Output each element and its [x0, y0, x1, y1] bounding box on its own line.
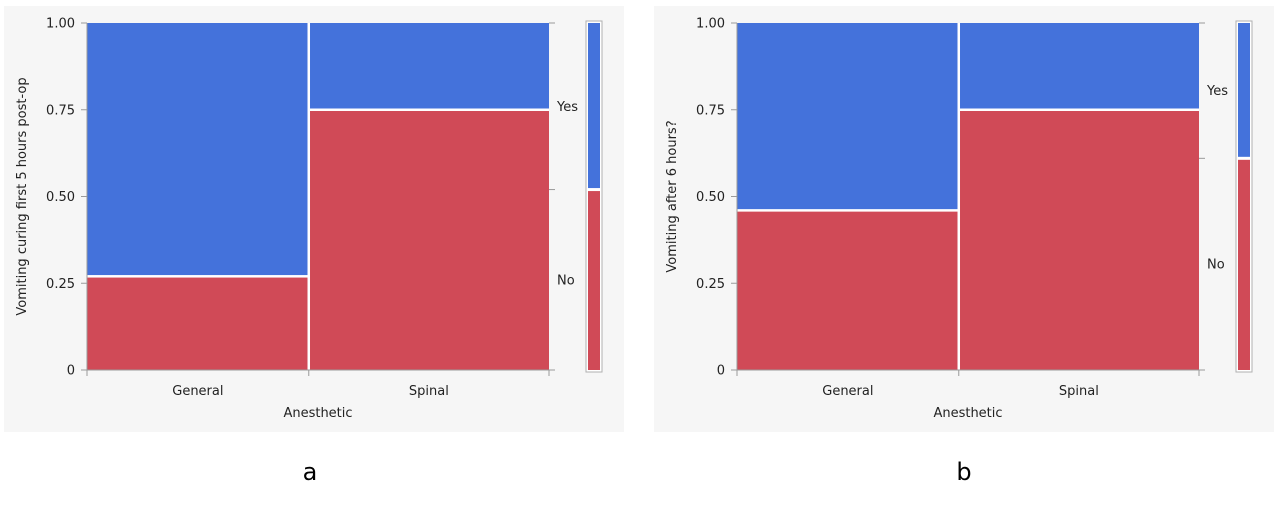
level-label-no: No — [1207, 258, 1225, 273]
mosaic-cell-general-yes — [737, 23, 958, 210]
mosaic-chart-a: General Spinal Anesthetic 0 0.25 0.50 0.75 1.00… — [4, 6, 624, 432]
x-tick-label-spinal: Spinal — [409, 384, 449, 399]
mosaic-cell-general-yes — [87, 23, 308, 276]
panel-label-a: a — [302, 458, 318, 486]
y-tick-label: 0 — [717, 364, 725, 379]
marginal-bar — [585, 20, 603, 373]
level-label-yes: Yes — [1206, 84, 1228, 99]
y-tick-label: 0.25 — [696, 277, 725, 292]
x-axis-title: Anesthetic — [933, 406, 1002, 421]
mosaic-cell-general-no — [87, 277, 308, 370]
y-tick-label: 0.50 — [696, 190, 725, 205]
right-level-axis: Yes No — [549, 22, 578, 371]
panel-label-b: b — [956, 458, 972, 486]
marginal-bar-no — [1238, 159, 1250, 370]
y-tick-label: 1.00 — [696, 17, 725, 32]
marginal-bar-yes — [588, 23, 600, 189]
x-axis-title: Anesthetic — [283, 406, 352, 421]
y-tick-label: 0.25 — [46, 277, 75, 292]
y-tick-label: 1.00 — [46, 17, 75, 32]
mosaic-cell-spinal-yes — [310, 23, 549, 109]
plot-area — [737, 23, 1199, 370]
level-label-yes: Yes — [556, 100, 578, 115]
y-axis-title: Vomiting curing first 5 hours post-op — [15, 77, 30, 315]
mosaic-cell-general-no — [737, 211, 958, 370]
y-tick-label: 0.50 — [46, 190, 75, 205]
marginal-bar-no — [588, 191, 600, 370]
plot-area — [87, 23, 549, 370]
y-axis: 0 0.25 0.50 0.75 1.00 — [696, 17, 738, 379]
x-tick-label-spinal: Spinal — [1059, 384, 1099, 399]
mosaic-cell-spinal-no — [310, 111, 549, 370]
marginal-bar-yes — [1238, 23, 1250, 157]
x-axis — [86, 369, 550, 376]
mosaic-chart-b-svg: General Spinal Anesthetic 0 0.25 0.50 0.75 1.00… — [654, 6, 1274, 432]
y-axis: 0 0.25 0.50 0.75 1.00 — [46, 17, 88, 379]
mosaic-cell-spinal-yes — [960, 23, 1199, 109]
marginal-bar — [1235, 20, 1253, 373]
y-tick-label: 0.75 — [696, 103, 725, 118]
right-level-axis: Yes No — [1199, 22, 1228, 371]
y-tick-label: 0.75 — [46, 103, 75, 118]
x-tick-label-general: General — [172, 384, 223, 399]
y-tick-label: 0 — [67, 364, 75, 379]
level-label-no: No — [557, 273, 575, 288]
x-tick-label-general: General — [822, 384, 873, 399]
y-axis-title: Vomiting after 6 hours? — [665, 120, 680, 272]
mosaic-chart-b: General Spinal Anesthetic 0 0.25 0.50 0.75 1.00… — [654, 6, 1274, 432]
x-axis — [736, 369, 1200, 376]
mosaic-cell-spinal-no — [960, 111, 1199, 370]
mosaic-chart-a-svg: General Spinal Anesthetic 0 0.25 0.50 0.75 1.00… — [4, 6, 624, 432]
